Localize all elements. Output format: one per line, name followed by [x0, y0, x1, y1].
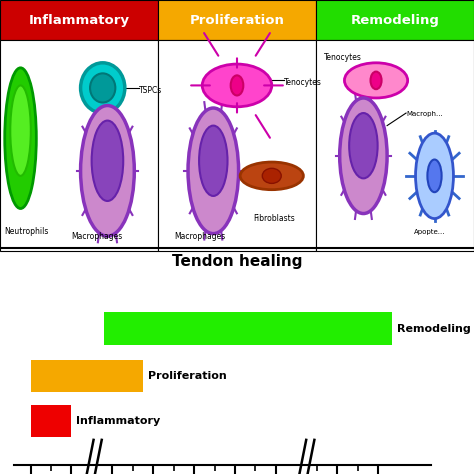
- Text: Remodeling: Remodeling: [351, 14, 439, 27]
- Bar: [31, 360, 143, 392]
- FancyBboxPatch shape: [158, 0, 316, 40]
- Ellipse shape: [202, 64, 272, 107]
- Text: Macroph...: Macroph...: [406, 110, 443, 117]
- Ellipse shape: [340, 98, 387, 213]
- Text: Macrophages: Macrophages: [71, 232, 122, 241]
- Ellipse shape: [199, 126, 228, 196]
- Bar: [104, 312, 392, 345]
- FancyBboxPatch shape: [0, 40, 158, 251]
- Ellipse shape: [231, 75, 243, 95]
- Text: TSPCs: TSPCs: [139, 86, 162, 95]
- Ellipse shape: [349, 113, 378, 178]
- FancyBboxPatch shape: [316, 0, 474, 40]
- Text: Apopte...: Apopte...: [414, 228, 446, 235]
- FancyBboxPatch shape: [0, 0, 158, 40]
- FancyBboxPatch shape: [316, 40, 474, 251]
- Ellipse shape: [371, 72, 382, 89]
- Ellipse shape: [81, 63, 125, 113]
- Ellipse shape: [10, 85, 31, 176]
- Text: Neutrophils: Neutrophils: [5, 227, 49, 236]
- Ellipse shape: [240, 162, 303, 190]
- Text: Macrophages: Macrophages: [174, 232, 225, 241]
- Bar: [31, 405, 72, 437]
- Ellipse shape: [90, 73, 115, 102]
- Text: Tenocytes: Tenocytes: [324, 53, 362, 62]
- Ellipse shape: [416, 133, 454, 219]
- FancyBboxPatch shape: [158, 40, 316, 251]
- Text: Tendon healing: Tendon healing: [172, 254, 302, 269]
- Text: Inflammatory: Inflammatory: [76, 416, 161, 426]
- Ellipse shape: [5, 68, 36, 209]
- Ellipse shape: [345, 63, 408, 98]
- Text: Inflammatory: Inflammatory: [28, 14, 129, 27]
- Text: Remodeling: Remodeling: [397, 324, 471, 334]
- Text: Tenocytes: Tenocytes: [284, 78, 322, 87]
- Text: Fibroblasts: Fibroblasts: [253, 214, 294, 223]
- Text: Proliferation: Proliferation: [148, 371, 227, 381]
- Ellipse shape: [188, 108, 238, 234]
- Ellipse shape: [428, 160, 442, 192]
- Ellipse shape: [81, 106, 134, 236]
- Text: Proliferation: Proliferation: [190, 14, 284, 27]
- Ellipse shape: [262, 168, 281, 183]
- Ellipse shape: [91, 120, 123, 201]
